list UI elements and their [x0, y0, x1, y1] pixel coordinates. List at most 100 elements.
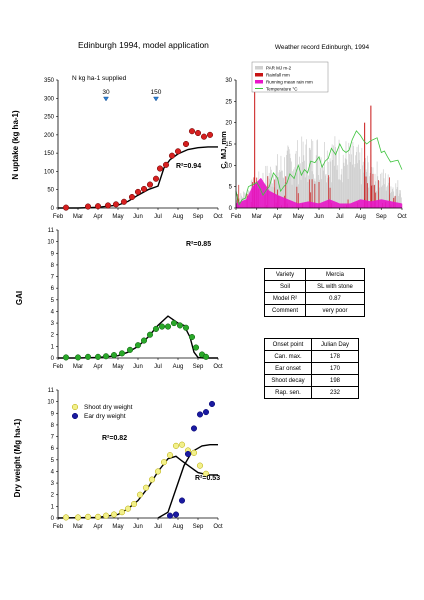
n-uptake-point [120, 198, 128, 205]
onset-value: 232 [311, 386, 359, 399]
weather-legend-label: PAR MJ m-2 [266, 66, 292, 71]
n-uptake-x-tick-label: Oct [213, 214, 223, 220]
gai-point [170, 320, 178, 327]
n-marker-label: 30 [102, 89, 110, 96]
n-uptake-point [146, 181, 154, 188]
gai-point [140, 337, 148, 344]
gai-point [152, 325, 160, 332]
gai-y-tick-label: 5 [51, 298, 55, 304]
gai-y-tick-label: 8 [51, 263, 55, 269]
gai-point [188, 334, 196, 341]
n-uptake-x-tick-label: Mar [73, 214, 83, 220]
legend-rain-swatch [255, 73, 263, 77]
n-uptake-point [84, 203, 92, 210]
weather-x-tick-label: Oct [397, 214, 407, 220]
gai-point [118, 350, 126, 357]
running-rain-area [235, 177, 403, 209]
n-uptake-x-tick-label: Aug [173, 214, 184, 220]
shoot-point [172, 442, 180, 449]
ear-point [172, 511, 180, 518]
dry-weight-y-tick-label: 9 [51, 411, 55, 417]
table-row: Model R² 0.87 [264, 292, 365, 305]
gai-point [110, 352, 118, 359]
dry-weight-x-tick-label: Oct [213, 524, 223, 530]
n-uptake-point [140, 185, 148, 193]
onset-value: 178 [311, 350, 359, 363]
variety-value: Mercia [305, 268, 365, 281]
dry-weight-y-tick-label: 8 [51, 423, 55, 429]
ear-point [196, 411, 204, 418]
n-marker-icon [103, 96, 109, 102]
gai-point [94, 353, 102, 360]
weather-y-tick-label: 5 [229, 185, 233, 191]
gai-x-tick-label: Apr [93, 364, 102, 370]
n-uptake-y-tick-label: 200 [44, 133, 55, 139]
legend-running-swatch [255, 80, 263, 84]
n-uptake-point [62, 204, 70, 211]
shoot-point [142, 484, 150, 491]
weather-x-tick-label: Sep [376, 214, 387, 220]
shoot-model-line [57, 455, 218, 519]
model-r2-value: 0.87 [305, 292, 365, 305]
n-uptake-point [168, 152, 176, 159]
dry-weight-x-tick-label: Apr [93, 524, 102, 530]
gai-y-label: GAI [15, 291, 24, 305]
gai-x-tick-label: Jun [133, 364, 143, 370]
ear-point [190, 425, 198, 432]
weather-x-tick-label: Apr [273, 214, 282, 220]
dry-weight-y-tick-label: 4 [51, 469, 55, 475]
page-title: Edinburgh 1994, model application [78, 40, 209, 50]
onset-value: 198 [311, 374, 359, 387]
dry-weight-x-tick-label: May [112, 524, 123, 530]
gai-x-tick-label: Mar [73, 364, 83, 370]
dry-weight-y-tick-label: 10 [47, 400, 54, 406]
shoot-point [178, 441, 186, 448]
gai-y-tick-label: 6 [51, 286, 55, 292]
soil-value: SL with stone [305, 280, 365, 293]
onset-label: Rap. sen. [264, 386, 312, 399]
variety-table: Variety Mercia Soil SL with stone Model … [264, 268, 365, 317]
gai-point [192, 344, 200, 351]
n-marker-icon [153, 96, 159, 102]
variety-label: Variety [264, 268, 306, 281]
n-uptake-point [104, 202, 112, 209]
n-uptake-y-tick-label: 250 [44, 115, 55, 121]
table-row: Can. max. 178 [264, 350, 359, 363]
model-r2-label: Model R² [264, 292, 306, 305]
onset-table: Onset point Julian Day Can. max. 178 Ear… [264, 338, 359, 399]
gai-y-tick-label: 4 [51, 309, 55, 315]
n-uptake-point [128, 193, 136, 201]
table-row: Comment very poor [264, 304, 365, 317]
n-uptake-point [206, 131, 214, 138]
n-uptake-point [152, 175, 160, 182]
gai-y-tick-label: 1 [51, 344, 55, 350]
gai-point [158, 323, 166, 330]
n-uptake-y-tick-label: 350 [44, 78, 55, 84]
gai-y-tick-label: 2 [51, 333, 55, 339]
weather-y-tick-label: 25 [225, 99, 232, 105]
n-uptake-point [174, 148, 182, 155]
soil-label: Soil [264, 280, 306, 293]
shoot-point [154, 468, 162, 475]
shoot-point [74, 514, 82, 521]
gai-x-tick-label: Jul [154, 364, 162, 370]
n-uptake-x-tick-label: Jun [133, 214, 143, 220]
n-uptake-y-tick-label: 50 [47, 188, 54, 194]
gai-point [74, 354, 82, 361]
ear-point [166, 512, 174, 519]
n-uptake-r2: R²=0.94 [176, 163, 201, 170]
dry-weight-y-tick-label: 5 [51, 458, 55, 464]
n-uptake-point [200, 133, 208, 140]
weather-x-tick-label: Aug [355, 214, 366, 220]
gai-y-tick-label: 9 [51, 251, 55, 257]
n-uptake-point [112, 201, 120, 208]
dry-weight-x-tick-label: Sep [193, 524, 204, 530]
weather-x-tick-label: Feb [231, 214, 242, 220]
n-uptake-point [194, 129, 202, 137]
gai-x-tick-label: Aug [173, 364, 184, 370]
temperature-line [235, 130, 403, 206]
n-uptake-point [162, 161, 170, 168]
table-row: Rap. sen. 232 [264, 386, 359, 399]
onset-label: Shoot decay [264, 374, 312, 387]
onset-header-value: Julian Day [311, 338, 359, 351]
